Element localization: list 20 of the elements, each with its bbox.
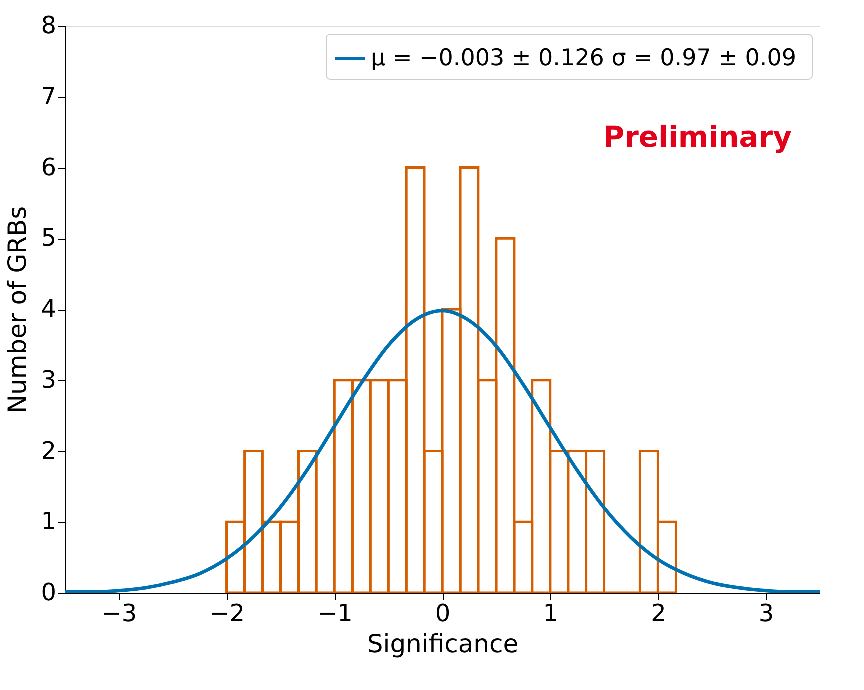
x-tick-label: −1	[317, 600, 353, 628]
legend-label: μ = −0.003 ± 0.126 σ = 0.97 ± 0.09	[371, 46, 796, 72]
y-tick-label: 0	[41, 578, 56, 606]
y-axis-title: Number of GRBs	[3, 206, 32, 414]
y-tick-label: 2	[41, 436, 56, 465]
annotation: Preliminary	[603, 120, 792, 154]
y-tick-label: 6	[41, 153, 56, 182]
x-tick-label: −3	[102, 600, 138, 628]
y-tick-label: 4	[41, 295, 56, 323]
y-tick-label: 3	[41, 366, 56, 394]
x-tick-label: 0	[435, 600, 451, 628]
x-tick-label: 1	[543, 600, 558, 628]
y-tick-label: 5	[41, 224, 56, 252]
y-tick-label: 8	[41, 12, 56, 40]
y-tick-label: 7	[41, 82, 56, 110]
x-tick-label: 2	[651, 600, 666, 628]
x-tick-label: −2	[210, 600, 245, 628]
x-axis-title: Significance	[367, 630, 519, 658]
x-tick-label: 3	[758, 600, 774, 628]
y-tick-label: 1	[41, 508, 56, 536]
